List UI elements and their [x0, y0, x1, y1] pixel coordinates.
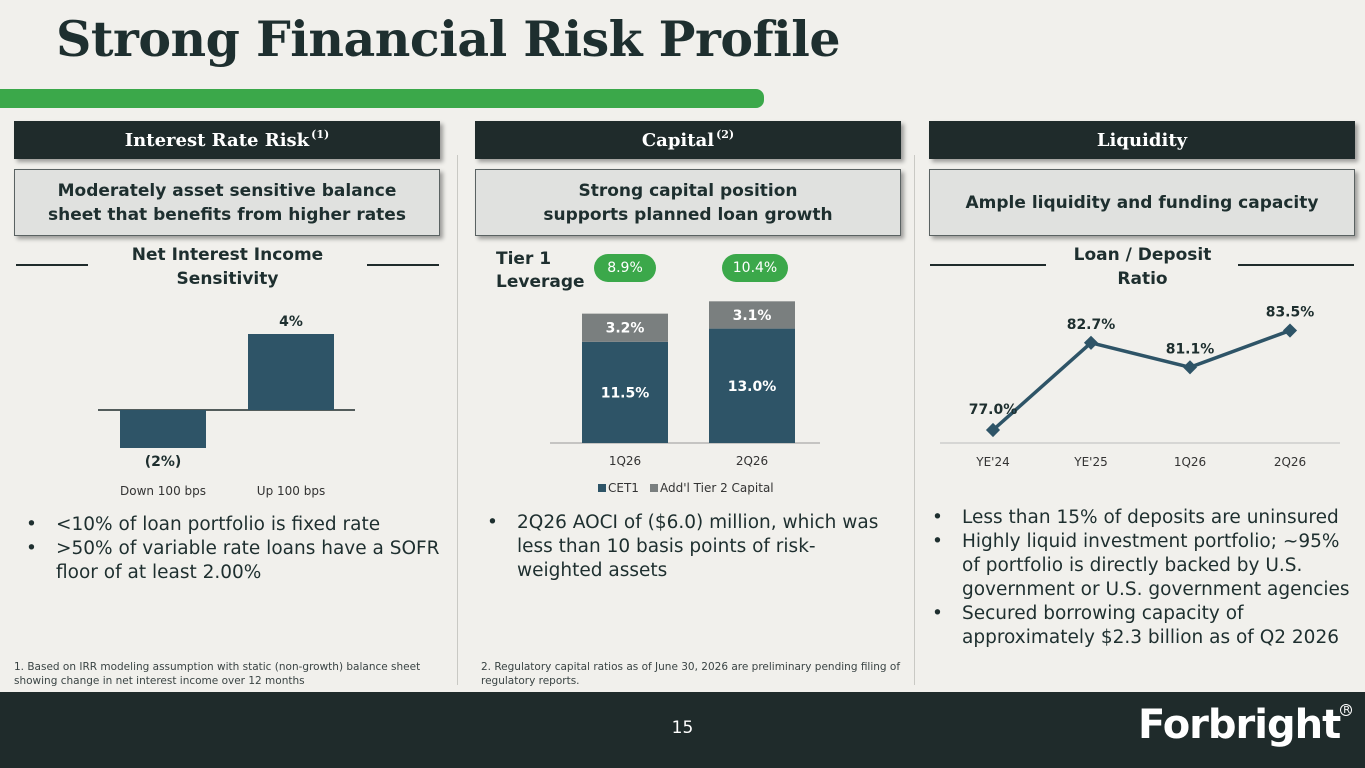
forbright-logo: Forbright R [1138, 702, 1353, 748]
ldr-series-line [991, 328, 1291, 432]
registered-mark: R [1340, 704, 1353, 716]
nii-category-label: Up 100 bps [257, 484, 325, 498]
interest-header-footnote: (1) [311, 127, 330, 141]
nii-chart-title: Net Interest Income Sensitivity [131, 245, 324, 289]
capital-segment-label: 11.5% [601, 385, 650, 401]
ldr-data-label: 83.5% [1266, 305, 1315, 321]
legend-swatch [650, 484, 658, 492]
title-accent-bar [0, 89, 764, 108]
ldr-title-rule-right [1238, 264, 1354, 266]
capital-header-label: Capital [641, 129, 715, 151]
loan-deposit-ratio-chart: 77.0% YE'24 82.7% YE'25 81.1% 1Q26 83.5% 2Q26 [940, 305, 1340, 469]
page-title: Strong Financial Risk Profile [56, 10, 841, 68]
capital-stacked-chart: 11.5% 3.2% 1Q26 13.0% 3.1% 2Q26 CET1 Add'l Tier… [550, 301, 820, 495]
tier1-pill-1q26: 8.9% [594, 254, 656, 282]
interest-rate-risk-header: Interest Rate Risk (1) [14, 121, 440, 159]
tier1-pill-2q26: 10.4% [722, 254, 788, 282]
column-divider-1 [457, 155, 458, 685]
nii-category-label: Down 100 bps [120, 484, 206, 498]
capital-bar-segment [709, 328, 795, 443]
nii-data-label: 4% [279, 314, 303, 330]
capital-segment-label: 3.1% [733, 308, 772, 324]
ldr-data-label: 82.7% [1067, 317, 1116, 333]
ldr-data-label: 81.1% [1166, 341, 1215, 357]
legend-swatch [598, 484, 606, 492]
liquidity-subhead: Ample liquidity and funding capacity [929, 169, 1355, 236]
liquidity-bullet: Less than 15% of deposits are uninsured [926, 506, 1356, 530]
ldr-point [985, 422, 1001, 438]
ldr-category-label: YE'24 [975, 455, 1009, 469]
nii-data-label: (2%) [145, 454, 182, 470]
capital-segment-label: 13.0% [728, 379, 777, 395]
footnote-2: 2. Regulatory capital ratios as of June … [481, 661, 901, 687]
footer-bar [0, 692, 1365, 768]
capital-bar-segment [582, 313, 668, 342]
ldr-point [1083, 335, 1099, 350]
legend-label: Add'l Tier 2 Capital [660, 481, 774, 495]
nii-bar [248, 334, 334, 410]
nii-bar [120, 410, 206, 448]
liquidity-header-label: Liquidity [1096, 129, 1188, 151]
capital-bar-segment [582, 341, 668, 443]
logo-text: Forbright [1138, 702, 1341, 748]
capital-bullet: 2Q26 AOCI of ($6.0) million, which was l… [481, 511, 901, 583]
interest-bullet: <10% of loan portfolio is fixed rate [20, 513, 440, 537]
footnote-1: 1. Based on IRR modeling assumption with… [14, 661, 421, 687]
capital-subhead: Strong capital position supports planned… [475, 169, 901, 236]
ldr-point [1282, 323, 1298, 338]
liquidity-bullet: Highly liquid investment portfolio; ~95%… [926, 530, 1356, 602]
capital-bullets: 2Q26 AOCI of ($6.0) million, which was l… [481, 511, 901, 583]
capital-segment-label: 3.2% [606, 321, 645, 337]
interest-header-label: Interest Rate Risk [124, 129, 310, 151]
ldr-category-label: 2Q26 [1274, 455, 1306, 469]
ldr-category-label: YE'25 [1073, 455, 1107, 469]
capital-category-label: 1Q26 [609, 454, 641, 468]
nii-sensitivity-chart: (2%) Down 100 bps 4% Up 100 bps [98, 314, 355, 498]
interest-bullets: <10% of loan portfolio is fixed rate >50… [20, 513, 440, 585]
ldr-category-label: 1Q26 [1174, 455, 1206, 469]
chart-title-rule-right [367, 264, 439, 266]
capital-category-label: 2Q26 [736, 454, 768, 468]
interest-subhead: Moderately asset sensitive balance sheet… [14, 169, 440, 236]
ldr-data-label: 77.0% [969, 402, 1018, 418]
chart-title-rule-left [16, 264, 88, 266]
capital-bar-segment [709, 301, 795, 329]
capital-header-footnote: (2) [716, 127, 735, 141]
ldr-chart-title: Loan / Deposit Ratio [1073, 245, 1212, 289]
ldr-title-rule-left [930, 264, 1046, 266]
interest-bullet: >50% of variable rate loans have a SOFR … [20, 537, 440, 585]
page-number: 15 [671, 718, 694, 738]
legend-label: CET1 [608, 481, 639, 495]
liquidity-bullets: Less than 15% of deposits are uninsured … [926, 506, 1356, 650]
liquidity-bullet: Secured borrowing capacity of approximat… [926, 602, 1356, 650]
liquidity-header: Liquidity [929, 121, 1355, 159]
tier1-leverage-label: Tier 1 Leverage [496, 249, 585, 292]
column-divider-2 [914, 155, 915, 685]
capital-header: Capital (2) [475, 121, 901, 159]
ldr-point [1182, 360, 1198, 375]
